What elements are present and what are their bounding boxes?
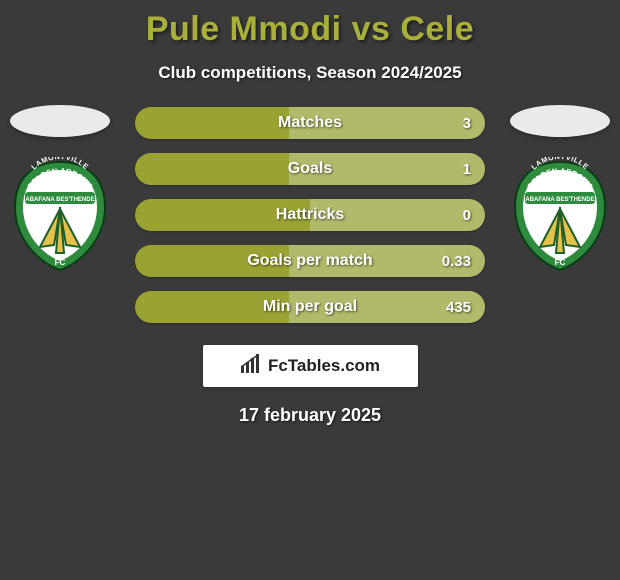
stat-bar: Goals per match 0.33 [135, 245, 485, 277]
stat-value-right: 435 [446, 299, 471, 316]
player2-name: Cele [400, 10, 474, 48]
player2-avatar [510, 105, 610, 137]
stat-label: Hattricks [276, 206, 344, 224]
stat-bar: Min per goal 435 [135, 291, 485, 323]
vs-text: vs [352, 10, 391, 48]
stat-label: Goals [288, 160, 332, 178]
svg-text:ABAFANA BES'THENDE: ABAFANA BES'THENDE [25, 197, 94, 203]
svg-text:FC: FC [555, 258, 566, 267]
stat-bar: Hattricks 0 [135, 199, 485, 231]
svg-text:ABAFANA BES'THENDE: ABAFANA BES'THENDE [525, 197, 594, 203]
stat-left-fill [135, 107, 289, 139]
brand-text: FcTables.com [268, 356, 380, 376]
main-row: LAMONTVILLE GOLDEN ARROWS ABAFANA BES'TH… [0, 105, 620, 323]
player1-club-badge: LAMONTVILLE GOLDEN ARROWS ABAFANA BES'TH… [10, 157, 110, 277]
player1-avatar [10, 105, 110, 137]
stat-value-right: 3 [463, 115, 471, 132]
brand-chart-icon [240, 354, 262, 379]
stat-label: Matches [278, 114, 342, 132]
stat-value-right: 0.33 [442, 253, 471, 270]
player2-column: LAMONTVILLE GOLDEN ARROWS ABAFANA BES'TH… [505, 105, 615, 277]
stat-bar: Matches 3 [135, 107, 485, 139]
brand-box: FcTables.com [203, 345, 418, 387]
player1-column: LAMONTVILLE GOLDEN ARROWS ABAFANA BES'TH… [5, 105, 115, 277]
date-text: 17 february 2025 [0, 405, 620, 426]
subtitle: Club competitions, Season 2024/2025 [0, 63, 620, 83]
stat-left-fill [135, 153, 289, 185]
stat-value-right: 1 [463, 161, 471, 178]
stat-label: Min per goal [263, 298, 357, 316]
stat-value-right: 0 [463, 207, 471, 224]
stat-bar: Goals 1 [135, 153, 485, 185]
infographic: Pule Mmodi vs Cele Club competitions, Se… [0, 0, 620, 580]
svg-text:FC: FC [55, 258, 66, 267]
player1-name: Pule Mmodi [146, 10, 342, 48]
page-title: Pule Mmodi vs Cele [0, 0, 620, 49]
stat-label: Goals per match [247, 252, 372, 270]
player2-club-badge: LAMONTVILLE GOLDEN ARROWS ABAFANA BES'TH… [510, 157, 610, 277]
stats-column: Matches 3 Goals 1 Hattricks 0 Goals per match 0… [135, 107, 485, 323]
